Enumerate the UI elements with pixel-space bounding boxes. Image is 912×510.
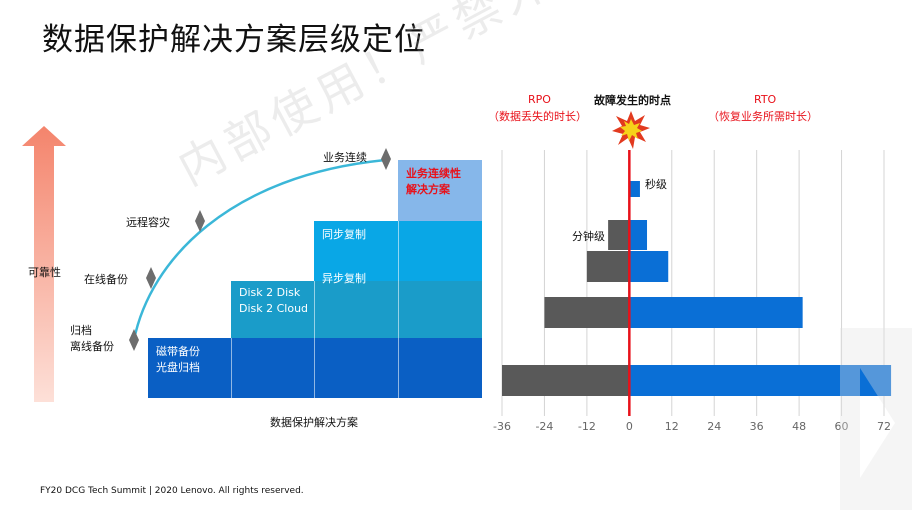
- x-tick-label: 36: [750, 420, 764, 433]
- continuity-label-1: 业务连续性: [406, 167, 461, 180]
- business-continuity-label: 业务连续: [323, 151, 367, 164]
- tape-block-text: 磁带备份 光盘归档: [150, 340, 206, 380]
- archive-label: 归档: [70, 324, 92, 337]
- minutes-level-label: 分钟级: [572, 230, 605, 243]
- lenovo-decor-shape: [840, 328, 912, 510]
- curve-point-archive: [129, 329, 139, 351]
- rto-subtitle: （恢复业务所需时长）: [708, 110, 818, 123]
- curve-point-remote-dr: [195, 210, 205, 232]
- x-tick-label: -12: [578, 420, 596, 433]
- x-tick-label: 12: [665, 420, 679, 433]
- rpo-title: RPO: [528, 93, 551, 106]
- reliability-arrow: [22, 126, 66, 402]
- reliability-curve: [129, 148, 391, 351]
- fault-time-label: 故障发生的时点: [594, 94, 671, 107]
- curve-point-continuity: [381, 148, 391, 170]
- x-tick-label: 24: [707, 420, 721, 433]
- tape-block: [148, 338, 482, 398]
- reliability-label: 可靠性: [28, 266, 61, 279]
- disk-to-cloud-label: Disk 2 Cloud: [239, 302, 309, 315]
- continuity-block: [398, 160, 482, 221]
- rpo-bar: [544, 297, 630, 328]
- offline-backup-label: 离线备份: [70, 340, 114, 353]
- x-tick-label: -36: [493, 420, 511, 433]
- rto-bar: [629, 181, 640, 197]
- explosion-icon: [612, 111, 650, 149]
- online-backup-label: 在线备份: [84, 273, 128, 286]
- rpo-bar: [608, 220, 630, 250]
- rpo-rto-chart: -36 -24 -12 0 12 24 36 48 60 72: [493, 150, 892, 433]
- rto-bar: [629, 297, 803, 328]
- rpo-bar: [586, 251, 630, 282]
- x-tick-label: -24: [535, 420, 553, 433]
- rto-bar: [629, 220, 648, 250]
- curve-point-online-backup: [146, 267, 156, 289]
- tape-backup-label: 磁带备份: [156, 345, 200, 358]
- x-tick-label: 60: [835, 420, 849, 433]
- rpo-bar: [502, 365, 630, 396]
- rto-title: RTO: [754, 93, 777, 106]
- rto-bar: [629, 365, 892, 396]
- seconds-level-label: 秒级: [645, 178, 667, 191]
- async-replication-label: 异步复制: [322, 272, 366, 285]
- x-tick-label: 72: [877, 420, 891, 433]
- rto-bar: [629, 251, 669, 282]
- solutions-axis-label: 数据保护解决方案: [270, 416, 358, 429]
- footer: FY20 DCG Tech Summit | 2020 Lenovo. All …: [40, 486, 304, 496]
- disk-block-text: Disk 2 Disk Disk 2 Cloud: [233, 281, 314, 321]
- optical-archive-label: 光盘归档: [156, 361, 200, 374]
- disk-to-disk-label: Disk 2 Disk: [239, 286, 301, 299]
- page-title: 数据保护解决方案层级定位: [42, 22, 426, 58]
- x-tick-label: 0: [626, 420, 633, 433]
- x-tick-label: 48: [792, 420, 806, 433]
- sync-replication-label: 同步复制: [322, 228, 366, 241]
- continuity-block-text: 业务连续性 解决方案: [400, 162, 467, 202]
- disk-block: [231, 281, 482, 338]
- remote-dr-label: 远程容灾: [126, 216, 170, 229]
- rpo-subtitle: （数据丢失的时长）: [488, 110, 587, 123]
- continuity-label-2: 解决方案: [406, 183, 450, 196]
